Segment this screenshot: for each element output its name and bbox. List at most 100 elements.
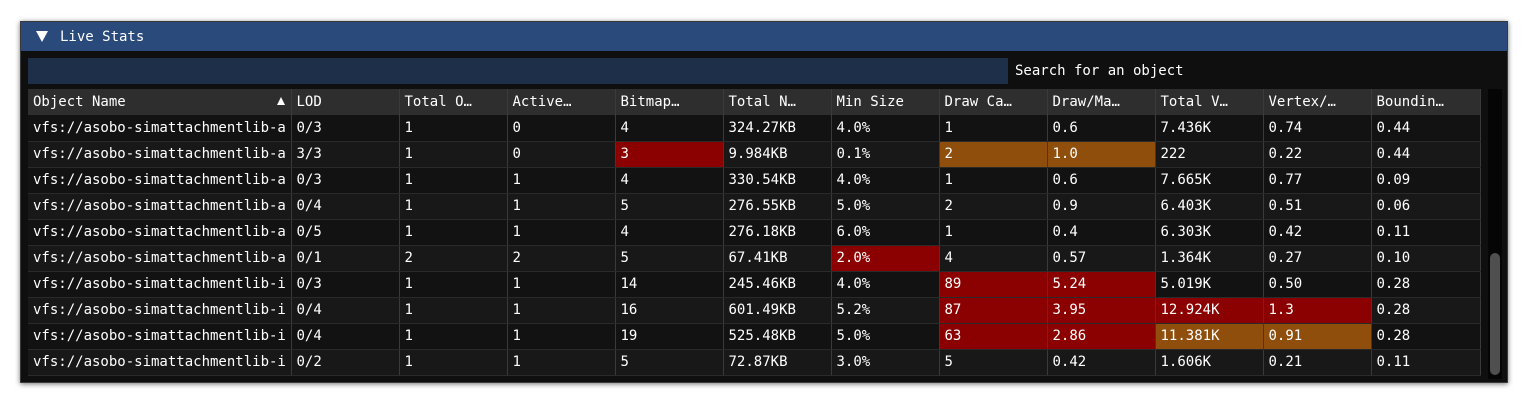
column-header[interactable]: Draw/Ma…: [1047, 89, 1156, 115]
vertical-scrollbar[interactable]: [1488, 89, 1502, 379]
table-row[interactable]: vfs://asobo-simattachmentlib-a 0/1 2 2 5 67.4…: [28, 245, 1481, 272]
table-cell: 1: [507, 193, 616, 220]
table-cell: 1.0: [1047, 141, 1156, 168]
table-cell: 0.11: [1371, 219, 1481, 246]
sort-ascending-icon[interactable]: [276, 97, 285, 105]
table-cell: 0.06: [1371, 193, 1481, 220]
table-cell: 0/5: [291, 219, 400, 246]
table-row[interactable]: vfs://asobo-simattachmentlib-i 0/2 1 1 5 72.8…: [28, 349, 1481, 376]
column-header-label: Active…: [512, 94, 572, 110]
table-cell: 87: [939, 297, 1048, 324]
column-header-label: Total V…: [1160, 94, 1228, 110]
table-cell: 1.606K: [1155, 349, 1264, 376]
table-cell: 5: [615, 245, 724, 272]
table-cell: 1: [939, 115, 1048, 142]
table-cell: 0/4: [291, 297, 400, 324]
table-cell: 89: [939, 271, 1048, 298]
column-header-label: LOD: [296, 94, 322, 110]
stats-table-container: Object Name LOD Total O… Active… Bitmap… Tota…: [28, 89, 1488, 379]
table-cell: 1: [399, 141, 508, 168]
column-header[interactable]: Total V…: [1155, 89, 1264, 115]
table-cell: 7.436K: [1155, 115, 1264, 142]
table-cell: 276.18KB: [723, 219, 832, 246]
table-cell: 0.28: [1371, 323, 1481, 350]
table-cell: 6.403K: [1155, 193, 1264, 220]
table-row[interactable]: vfs://asobo-simattachmentlib-i 0/4 1 1 19 525…: [28, 323, 1481, 350]
table-cell: 19: [615, 323, 724, 350]
table-cell: 245.46KB: [723, 271, 832, 298]
table-cell: 6.303K: [1155, 219, 1264, 246]
table-row[interactable]: vfs://asobo-simattachmentlib-a 0/4 1 1 5 276.…: [28, 193, 1481, 220]
scrollbar-thumb[interactable]: [1490, 253, 1500, 375]
table-cell: 1: [507, 297, 616, 324]
column-header[interactable]: Total N…: [723, 89, 832, 115]
table-cell: 4.0%: [831, 115, 940, 142]
table-cell: 1: [939, 219, 1048, 246]
table-cell: 72.87KB: [723, 349, 832, 376]
table-cell: vfs://asobo-simattachmentlib-a: [28, 167, 292, 194]
table-cell: 1: [399, 167, 508, 194]
table-cell: 4: [615, 219, 724, 246]
column-header[interactable]: LOD: [291, 89, 400, 115]
stats-table: Object Name LOD Total O… Active… Bitmap… Tota…: [28, 89, 1481, 376]
column-header-label: Vertex/…: [1268, 94, 1336, 110]
column-header-label: Object Name: [33, 94, 126, 110]
table-cell: 9.984KB: [723, 141, 832, 168]
table-cell: 0/1: [291, 245, 400, 272]
table-cell: 0.6: [1047, 167, 1156, 194]
column-header[interactable]: Total O…: [399, 89, 508, 115]
column-header[interactable]: Bitmap…: [615, 89, 724, 115]
table-cell: 5: [615, 193, 724, 220]
table-cell: 1: [399, 271, 508, 298]
table-cell: 0.27: [1263, 245, 1372, 272]
column-header[interactable]: Boundin…: [1371, 89, 1481, 115]
column-header[interactable]: Object Name: [28, 89, 292, 115]
window-title-bar[interactable]: Live Stats: [21, 22, 1507, 51]
column-header[interactable]: Active…: [507, 89, 616, 115]
table-cell: 0/3: [291, 115, 400, 142]
table-row[interactable]: vfs://asobo-simattachmentlib-i 0/3 1 1 14 245…: [28, 271, 1481, 298]
table-cell: 324.27KB: [723, 115, 832, 142]
table-cell: 1.3: [1263, 297, 1372, 324]
collapse-triangle-icon[interactable]: [36, 31, 48, 42]
table-cell: 0.4: [1047, 219, 1156, 246]
table-cell: 11.381K: [1155, 323, 1264, 350]
table-row[interactable]: vfs://asobo-simattachmentlib-a 3/3 1 0 3 9.98…: [28, 141, 1481, 168]
table-cell: 16: [615, 297, 724, 324]
search-row: Search for an object: [28, 58, 1502, 84]
column-header[interactable]: Draw Ca…: [939, 89, 1048, 115]
table-cell: 276.55KB: [723, 193, 832, 220]
column-header-label: Draw/Ma…: [1052, 94, 1120, 110]
table-cell: vfs://asobo-simattachmentlib-a: [28, 219, 292, 246]
table-cell: 1: [399, 323, 508, 350]
table-cell: vfs://asobo-simattachmentlib-a: [28, 193, 292, 220]
table-cell: 0.57: [1047, 245, 1156, 272]
table-row[interactable]: vfs://asobo-simattachmentlib-a 0/3 1 0 4 324.…: [28, 115, 1481, 142]
table-cell: 3: [615, 141, 724, 168]
table-cell: 1: [507, 271, 616, 298]
table-row[interactable]: vfs://asobo-simattachmentlib-a 0/5 1 1 4 276.…: [28, 219, 1481, 246]
column-header[interactable]: Min Size: [831, 89, 940, 115]
table-cell: 0.77: [1263, 167, 1372, 194]
table-cell: 5: [615, 349, 724, 376]
search-input[interactable]: [28, 58, 1008, 84]
table-cell: 4: [615, 167, 724, 194]
live-stats-window: Live Stats Search for an object Object N…: [20, 21, 1508, 383]
table-cell: 1: [507, 349, 616, 376]
column-header-label: Total O…: [404, 94, 472, 110]
table-cell: 0/4: [291, 193, 400, 220]
table-cell: 0.11: [1371, 349, 1481, 376]
table-cell: 0/3: [291, 271, 400, 298]
table-cell: vfs://asobo-simattachmentlib-a: [28, 141, 292, 168]
search-label: Search for an object: [1015, 63, 1184, 79]
table-cell: 0.42: [1263, 219, 1372, 246]
table-cell: 2: [399, 245, 508, 272]
table-cell: 14: [615, 271, 724, 298]
table-cell: 2.0%: [831, 245, 940, 272]
table-cell: 0.50: [1263, 271, 1372, 298]
column-header[interactable]: Vertex/…: [1263, 89, 1372, 115]
table-cell: 525.48KB: [723, 323, 832, 350]
table-cell: 0.9: [1047, 193, 1156, 220]
table-row[interactable]: vfs://asobo-simattachmentlib-i 0/4 1 1 16 601…: [28, 297, 1481, 324]
table-row[interactable]: vfs://asobo-simattachmentlib-a 0/3 1 1 4 330.…: [28, 167, 1481, 194]
